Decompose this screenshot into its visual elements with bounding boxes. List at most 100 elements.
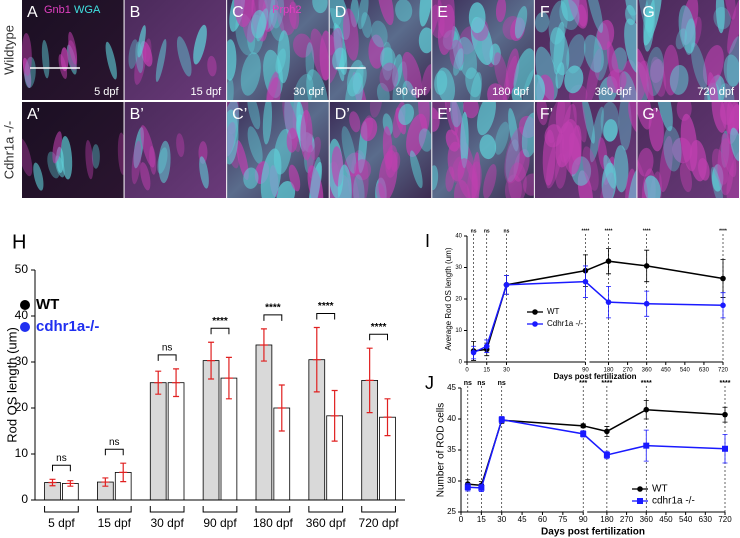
significance-label: **** bbox=[265, 303, 281, 314]
cell bbox=[508, 107, 519, 152]
cell bbox=[437, 4, 456, 56]
micrograph-grid: A 5 dpf B 15 dpf C 30 dpf D 90 dpf E 180 dpf F 360 … bbox=[1, 0, 740, 198]
cell bbox=[207, 55, 217, 77]
cell bbox=[534, 11, 550, 33]
cell bbox=[505, 139, 520, 183]
cell bbox=[555, 153, 567, 189]
cell bbox=[637, 102, 652, 130]
y-axis-label: Number of ROD cells bbox=[436, 403, 447, 497]
cell bbox=[703, 44, 724, 86]
cell bbox=[628, 102, 637, 135]
cell bbox=[305, 42, 315, 81]
x-tick-label: 180 bbox=[600, 515, 614, 524]
cell bbox=[721, 133, 737, 178]
significance-bracket bbox=[210, 327, 230, 335]
legend-label: WT bbox=[36, 296, 59, 313]
panel-label: G bbox=[642, 4, 654, 21]
cell bbox=[247, 126, 263, 164]
cell bbox=[140, 125, 156, 168]
cell bbox=[377, 0, 394, 26]
point bbox=[643, 442, 650, 449]
error-bar bbox=[312, 326, 321, 393]
significance-bracket bbox=[52, 464, 71, 472]
x-tick-label: 0 bbox=[465, 368, 469, 374]
cell bbox=[659, 136, 673, 193]
y-tick-label: 0 bbox=[21, 492, 28, 506]
panel-label: H bbox=[12, 231, 26, 253]
cell bbox=[421, 64, 432, 96]
cell bbox=[637, 154, 649, 198]
cell bbox=[158, 140, 171, 184]
cell bbox=[144, 38, 152, 63]
cell bbox=[727, 0, 740, 54]
cell bbox=[534, 74, 546, 100]
panel-caption: 5 dpf bbox=[94, 86, 119, 98]
cell bbox=[329, 34, 336, 56]
stain-label: Gnb1 bbox=[44, 4, 71, 16]
x-tick-label: 360 dpf bbox=[306, 516, 347, 530]
significance-label: **** bbox=[212, 316, 228, 327]
micrograph-texture bbox=[131, 125, 209, 191]
x-axis-label: Days post fertilization bbox=[553, 372, 636, 381]
cell bbox=[309, 156, 322, 198]
significance-label: **** bbox=[605, 228, 613, 234]
cell bbox=[311, 136, 321, 161]
cell bbox=[523, 173, 534, 196]
cell bbox=[514, 6, 528, 39]
significance-label: **** bbox=[643, 228, 651, 234]
cell bbox=[710, 166, 724, 198]
micrograph-texture bbox=[536, 102, 637, 198]
cell bbox=[360, 117, 378, 142]
x-tick-label: 630 bbox=[699, 515, 713, 524]
cell bbox=[369, 102, 383, 118]
cell bbox=[402, 80, 418, 100]
cell bbox=[157, 147, 168, 174]
cell bbox=[337, 164, 352, 198]
significance-label: **** bbox=[582, 228, 590, 234]
panel-label: F bbox=[540, 4, 550, 21]
significance-label: *** bbox=[579, 380, 587, 387]
cell bbox=[432, 165, 439, 191]
cell bbox=[357, 0, 369, 30]
row-label: Wildtype bbox=[1, 25, 16, 75]
x-tick-label: 60 bbox=[538, 515, 547, 524]
cell bbox=[451, 25, 464, 71]
cell bbox=[479, 134, 497, 160]
significance-label: ns bbox=[484, 228, 490, 234]
significance-label: **** bbox=[719, 228, 727, 234]
cell bbox=[603, 154, 616, 189]
cell bbox=[679, 162, 693, 193]
y-tick-label: 30 bbox=[15, 354, 29, 368]
cell bbox=[140, 162, 151, 191]
cell bbox=[566, 34, 586, 74]
category-bracket bbox=[308, 506, 344, 513]
point bbox=[720, 275, 726, 282]
y-tick-label: 50 bbox=[15, 262, 29, 276]
cell bbox=[521, 112, 534, 158]
cell bbox=[236, 140, 249, 181]
error-bar bbox=[66, 480, 75, 487]
panel-label: D’ bbox=[335, 106, 350, 123]
cell bbox=[312, 0, 328, 14]
cell bbox=[395, 0, 413, 22]
series-line bbox=[473, 280, 724, 354]
cell bbox=[643, 0, 662, 46]
x-tick-label: 720 dpf bbox=[359, 516, 400, 530]
category-bracket bbox=[255, 506, 291, 513]
cell bbox=[306, 69, 329, 100]
cell bbox=[627, 169, 637, 198]
y-tick-label: 10 bbox=[455, 328, 462, 334]
legend-label: WT bbox=[652, 484, 668, 495]
cell bbox=[68, 31, 78, 65]
panel-label: C bbox=[232, 4, 244, 21]
x-tick-label: 540 bbox=[679, 515, 693, 524]
x-tick-label: 90 bbox=[582, 368, 589, 374]
panel-label: G’ bbox=[642, 106, 658, 123]
cell bbox=[494, 121, 510, 155]
x-tick-label: 90 bbox=[579, 515, 588, 524]
cell bbox=[511, 87, 523, 100]
panel-caption: 15 dpf bbox=[191, 86, 223, 98]
cell bbox=[561, 118, 582, 175]
cell bbox=[251, 9, 267, 39]
